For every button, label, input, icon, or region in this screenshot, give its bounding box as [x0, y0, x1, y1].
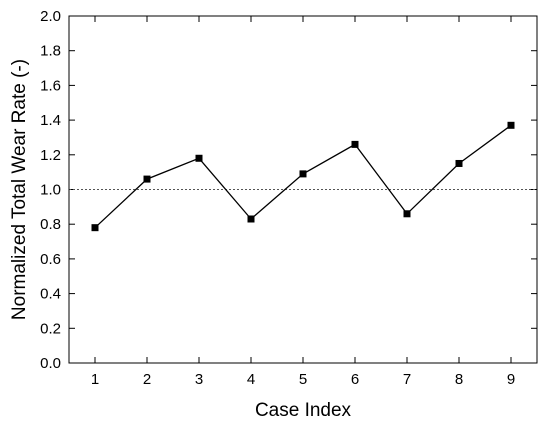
y-tick-label: 2.0 [40, 8, 61, 25]
x-tick-label: 7 [403, 371, 411, 388]
x-tick-label: 5 [299, 371, 307, 388]
x-tick-labels: 1 2 3 4 5 6 7 8 9 [91, 371, 515, 388]
data-point-3 [195, 154, 203, 162]
y-axis-title: Normalized Total Wear Rate (-) [9, 59, 30, 320]
y-tick-label: 0.2 [40, 320, 61, 337]
x-tick-label: 3 [195, 371, 203, 388]
y-tick-label: 1.8 [40, 43, 61, 60]
data-point-7 [403, 210, 411, 218]
data-point-9 [507, 121, 515, 129]
y-tick-label: 1.4 [40, 112, 61, 129]
data-point-6 [351, 140, 359, 148]
y-tick-labels: 0.0 0.2 0.4 0.6 0.8 1.0 1.2 1.4 1.6 1.8 2.0 [40, 8, 61, 372]
y-tick-label: 1.6 [40, 77, 61, 94]
data-point-4 [247, 215, 255, 223]
data-point-5 [299, 170, 307, 178]
x-tick-label: 2 [143, 371, 151, 388]
y-tick-label: 1.2 [40, 147, 61, 164]
axis-ticks [69, 15, 537, 364]
data-point-8 [455, 159, 463, 167]
x-tick-label: 4 [247, 371, 255, 388]
x-tick-label: 6 [351, 371, 359, 388]
x-tick-label: 8 [455, 371, 463, 388]
data-markers [91, 121, 515, 232]
y-tick-label: 1.0 [40, 182, 61, 199]
y-tick-label: 0.6 [40, 251, 61, 268]
data-point-1 [91, 224, 99, 232]
y-tick-label: 0.4 [40, 286, 61, 303]
x-tick-label: 9 [507, 371, 515, 388]
plot-frame [68, 15, 538, 364]
data-point-2 [143, 175, 151, 183]
y-tick-label: 0.0 [40, 355, 61, 372]
y-tick-label: 0.8 [40, 216, 61, 233]
x-axis-title: Case Index [255, 400, 352, 421]
x-tick-label: 1 [91, 371, 99, 388]
